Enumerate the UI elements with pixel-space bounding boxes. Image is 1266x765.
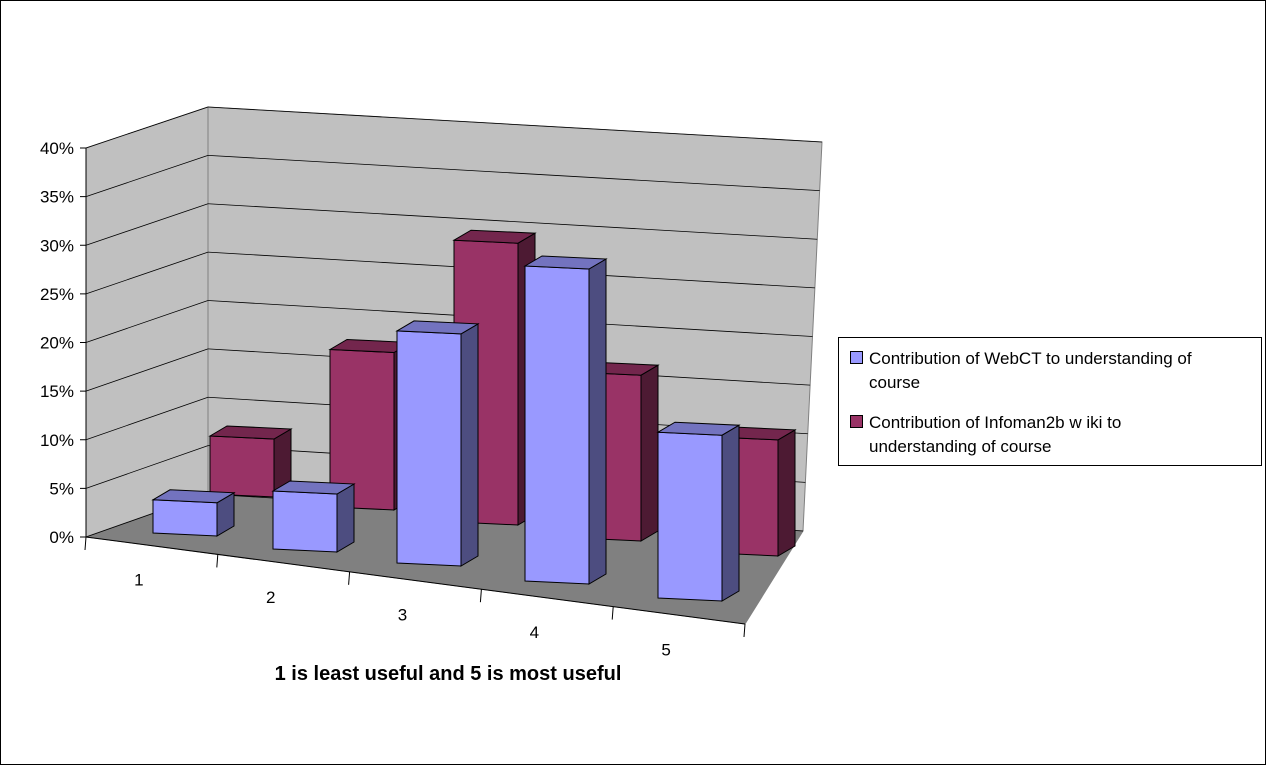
x-tick-label: 4 <box>530 623 539 642</box>
x-tick-mark <box>216 554 219 568</box>
y-tick-label: 30% <box>40 236 74 255</box>
bar-wiki-1-front <box>209 435 275 498</box>
x-tick-mark <box>84 536 87 551</box>
y-tick-label: 5% <box>49 479 74 498</box>
y-tick-label: 40% <box>40 139 74 158</box>
bar-webct-1-front <box>152 499 218 537</box>
x-tick-mark <box>348 571 351 585</box>
x-tick-mark <box>611 606 614 620</box>
bar-webct-5-side <box>721 424 740 602</box>
legend-label-wiki-line1: Contribution of Infoman2b w iki to <box>869 413 1122 432</box>
bar-wiki-3-top <box>452 229 537 244</box>
x-tick-label: 1 <box>134 571 143 590</box>
gridline-side <box>85 396 209 441</box>
gridline-side <box>85 300 209 343</box>
x-tick-label: 2 <box>266 588 275 607</box>
legend-label-webct-line1: Contribution of WebCT to understanding o… <box>869 349 1192 368</box>
y-tick-label: 35% <box>40 188 74 207</box>
x-tick-label: 3 <box>398 606 407 625</box>
legend-label-webct: Contribution of WebCT to understanding o… <box>869 347 1192 395</box>
y-tick-label: 0% <box>49 528 74 547</box>
bar-webct-3-side <box>460 323 479 567</box>
bar-webct-4-front <box>524 265 590 585</box>
legend-swatch-webct <box>850 351 863 364</box>
legend-label-wiki-line2: understanding of course <box>869 437 1052 456</box>
bar-webct-5-top <box>656 421 741 436</box>
bar-webct-2-top <box>271 480 356 495</box>
bar-webct-2-front <box>272 490 338 553</box>
legend-label-wiki: Contribution of Infoman2b w iki to under… <box>869 411 1121 459</box>
gridline-back <box>207 154 820 192</box>
y-tick-label: 15% <box>40 382 74 401</box>
legend-label-webct-line2: course <box>869 373 921 392</box>
gridline-back <box>207 203 818 240</box>
y-tick-label: 25% <box>40 285 74 304</box>
gridline-side <box>85 445 209 489</box>
bar-webct-5-front <box>657 431 723 602</box>
bar-webct-4-top <box>523 255 608 270</box>
gridline-side <box>85 203 209 246</box>
x-axis-title: 1 is least useful and 5 is most useful <box>275 663 622 685</box>
bar-wiki-5-side <box>777 429 796 557</box>
gridline-side <box>85 348 209 392</box>
bar-webct-4-side <box>588 258 607 585</box>
y-tick-label: 10% <box>40 431 74 450</box>
x-tick-mark <box>479 589 482 603</box>
bar-webct-2-side <box>336 483 355 553</box>
gridline-side <box>85 106 209 149</box>
gridline-side <box>85 251 209 295</box>
side-wall <box>85 106 209 538</box>
bar-wiki-4-side <box>640 364 659 542</box>
gridline-side <box>85 154 209 198</box>
y-tick-label: 20% <box>40 334 74 353</box>
x-tick-mark <box>743 623 746 638</box>
bar-wiki-1-top <box>208 425 293 440</box>
bar-webct-3-front <box>396 330 462 567</box>
bar-webct-3-top <box>395 320 480 335</box>
gridline-back <box>207 106 823 143</box>
x-axis-line <box>85 536 746 625</box>
x-tick-label: 5 <box>661 640 670 659</box>
bar-webct-1-top <box>151 489 236 504</box>
legend: Contribution of WebCT to understanding o… <box>838 337 1262 466</box>
legend-swatch-wiki <box>850 415 863 428</box>
